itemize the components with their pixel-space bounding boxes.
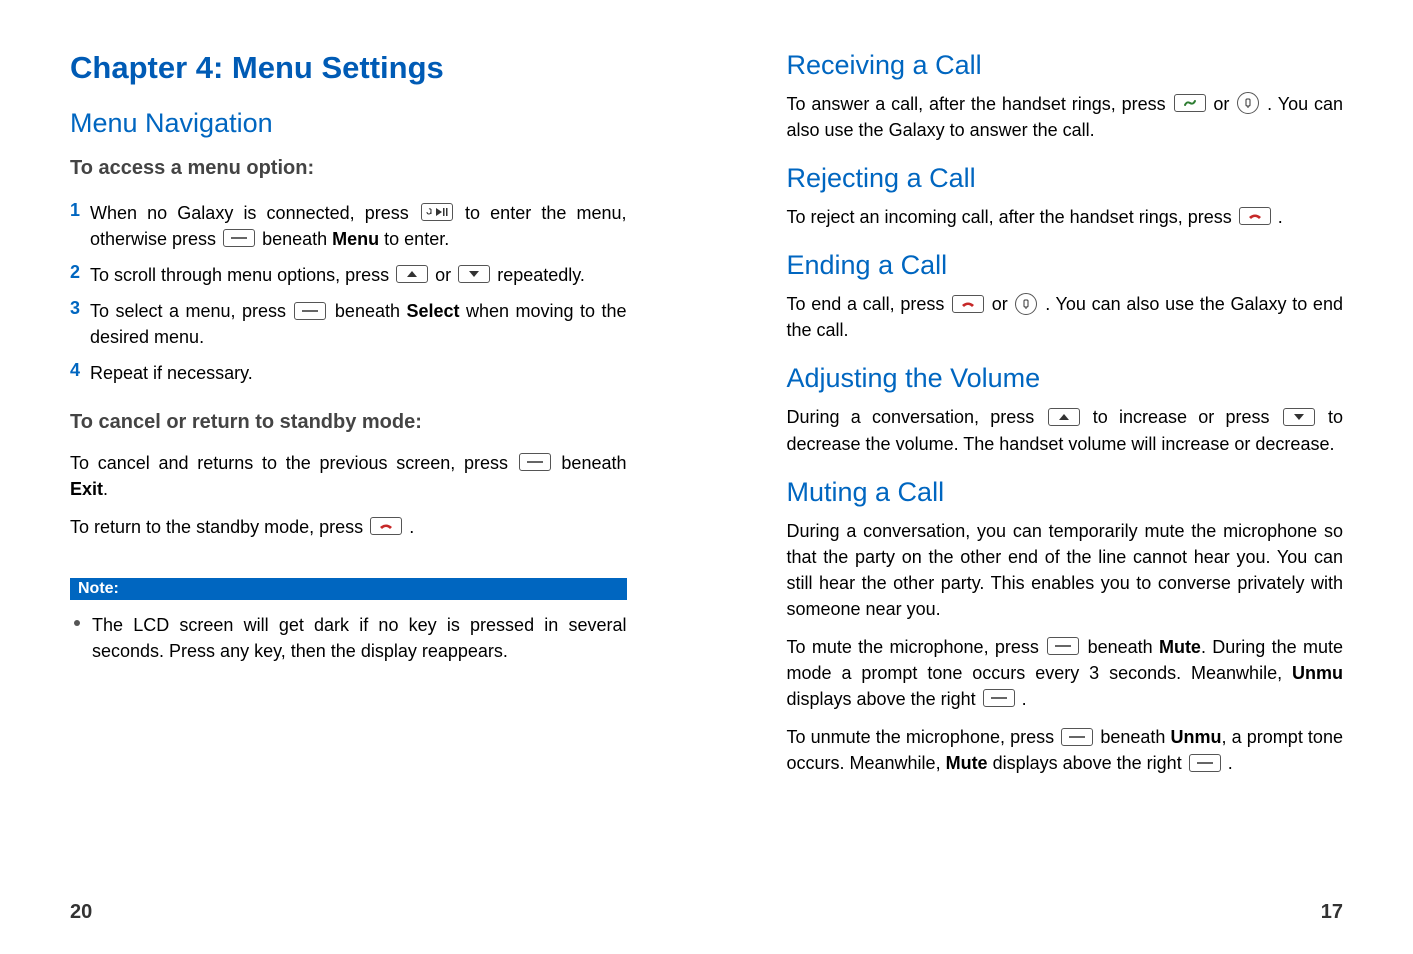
paragraph: During a conversation, press to increase… — [787, 404, 1344, 456]
step-text: To scroll through menu options, press or… — [90, 262, 627, 288]
paragraph: To answer a call, after the handset ring… — [787, 91, 1344, 143]
section-title: Menu Navigation — [70, 108, 627, 139]
speaker-key-icon — [1015, 293, 1037, 315]
section-title: Rejecting a Call — [787, 163, 1344, 194]
note-text: The LCD screen will get dark if no key i… — [92, 612, 627, 664]
subheading: To access a menu option: — [70, 157, 627, 180]
manual-page: Chapter 4: Menu Settings Menu Navigation… — [0, 0, 1413, 954]
bold-mute: Mute — [1159, 637, 1201, 657]
softkey-icon — [294, 302, 326, 320]
step-number: 1 — [70, 200, 90, 221]
bold-exit: Exit — [70, 479, 103, 499]
note-list: The LCD screen will get dark if no key i… — [70, 604, 627, 672]
softkey-icon — [1061, 728, 1093, 746]
softkey-icon — [223, 229, 255, 247]
bold-select: Select — [406, 301, 459, 321]
subheading: To cancel or return to standby mode: — [70, 411, 627, 434]
bold-mute: Mute — [946, 753, 988, 773]
note-badge: Note: — [70, 578, 627, 600]
section-title: Adjusting the Volume — [787, 363, 1344, 394]
chapter-title: Chapter 4: Menu Settings — [70, 50, 627, 86]
speaker-key-icon — [1237, 92, 1259, 114]
page-number-left: 20 — [70, 901, 627, 924]
down-key-icon — [1283, 408, 1315, 426]
step-text: Repeat if necessary. — [90, 360, 627, 386]
list-item: 3 To select a menu, press beneath Select… — [70, 298, 627, 350]
bold-unmu: Unmu — [1171, 727, 1222, 747]
paragraph: To mute the microphone, press beneath Mu… — [787, 634, 1344, 712]
section-title: Ending a Call — [787, 250, 1344, 281]
step-text: When no Galaxy is connected, press to en… — [90, 200, 627, 252]
softkey-icon — [519, 453, 551, 471]
up-key-icon — [396, 265, 428, 283]
list-item: 2 To scroll through menu options, press … — [70, 262, 627, 288]
right-column: Receiving a Call To answer a call, after… — [707, 50, 1344, 924]
softkey-icon — [983, 689, 1015, 707]
section-title: Receiving a Call — [787, 50, 1344, 81]
step-text: To select a menu, press beneath Select w… — [90, 298, 627, 350]
step-number: 4 — [70, 360, 90, 381]
step-number: 2 — [70, 262, 90, 283]
paragraph: To unmute the microphone, press beneath … — [787, 724, 1344, 776]
list-item: The LCD screen will get dark if no key i… — [70, 612, 627, 664]
list-item: 4 Repeat if necessary. — [70, 360, 627, 386]
up-key-icon — [1048, 408, 1080, 426]
bullet-icon — [74, 620, 80, 626]
hangup-key-icon — [952, 295, 984, 313]
left-column: Chapter 4: Menu Settings Menu Navigation… — [70, 50, 707, 924]
list-item: 1 When no Galaxy is connected, press to … — [70, 200, 627, 252]
hangup-key-icon — [1239, 207, 1271, 225]
paragraph: To reject an incoming call, after the ha… — [787, 204, 1344, 230]
paragraph: During a conversation, you can temporari… — [787, 518, 1344, 622]
softkey-icon — [1047, 637, 1079, 655]
section-title: Muting a Call — [787, 477, 1344, 508]
step-number: 3 — [70, 298, 90, 319]
music-play-key-icon — [421, 203, 453, 221]
bold-menu: Menu — [332, 229, 379, 249]
hangup-key-icon — [370, 517, 402, 535]
down-key-icon — [458, 265, 490, 283]
answer-key-icon — [1174, 94, 1206, 112]
paragraph: To end a call, press or . You can also u… — [787, 291, 1344, 343]
softkey-icon — [1189, 754, 1221, 772]
page-number-right: 17 — [787, 901, 1344, 924]
bold-unmu: Unmu — [1292, 663, 1343, 683]
paragraph: To return to the standby mode, press . — [70, 514, 627, 540]
steps-list: 1 When no Galaxy is connected, press to … — [70, 190, 627, 397]
paragraph: To cancel and returns to the previous sc… — [70, 450, 627, 502]
